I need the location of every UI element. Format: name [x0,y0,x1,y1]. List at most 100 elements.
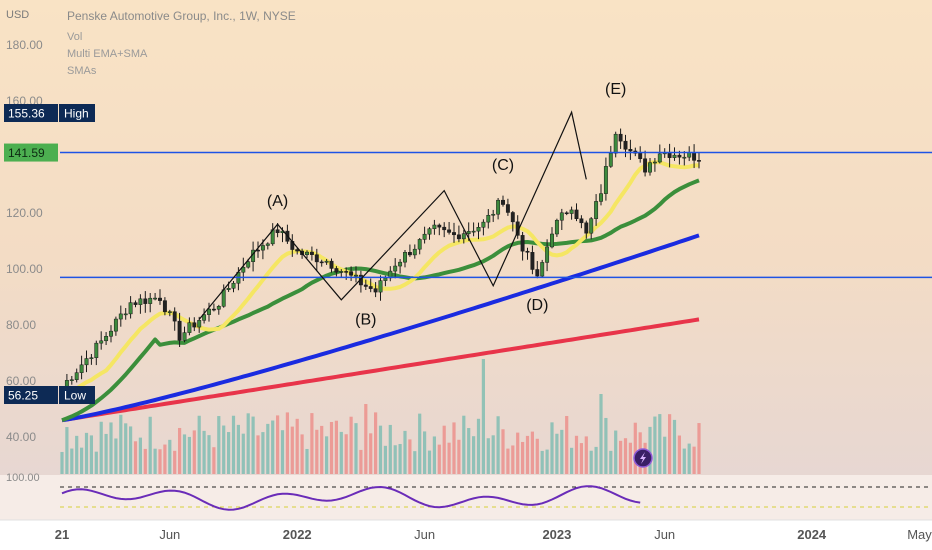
candle-body [324,260,329,263]
candle-body [74,372,79,380]
candle-body [432,224,437,230]
candle-body [138,298,143,305]
volume-bar [609,450,613,474]
candle-body [422,233,427,240]
candle-body [471,230,476,233]
candle-body [113,318,118,332]
candle-body [265,243,270,246]
volume-bar [280,430,285,474]
candle-body [211,308,216,311]
volume-bar [496,416,500,474]
candle-body [530,252,535,270]
candle-body [461,233,466,240]
candle-body [363,284,368,287]
low-tag-label: Low [64,389,86,403]
candle-body [638,153,643,160]
volume-bar [124,423,128,474]
x-tick-label: Jun [414,527,435,542]
volume-bar [697,423,701,474]
volume-bar [227,432,231,474]
candle-body [599,193,603,202]
indicator-smas[interactable]: SMAs [67,65,97,77]
volume-bar [276,415,280,474]
volume-bar [555,433,559,474]
candle-body [613,133,618,154]
volume-bar [261,432,265,474]
candle-body [143,298,148,304]
volume-bar [231,415,236,474]
candle-body [550,233,554,248]
candle-body [378,280,383,293]
x-tick-label: 2024 [797,527,827,542]
volume-bar [408,439,412,474]
candle-body [692,152,697,161]
volume-bar [354,423,358,474]
candle-body [344,271,349,273]
candle-body [314,254,319,263]
low-tag-value: 56.25 [8,389,38,403]
indicator-multi-ema-sma[interactable]: Multi EMA+SMA [67,48,148,60]
volume-bar [339,431,343,474]
volume-bar [99,421,103,474]
volume-bar [540,450,544,474]
candle-body [417,239,422,250]
volume-bar [589,450,593,474]
sma-blue-line [61,233,700,423]
volume-bar [285,412,289,474]
low-tag-box [4,386,58,404]
x-tick-label: 2023 [542,527,571,542]
volume-bar [89,435,93,474]
candle-body [148,297,153,304]
x-tick-label: 21 [55,527,69,542]
chart-background [0,0,932,475]
candle-body [64,380,69,387]
candle-body [603,166,608,194]
volume-bar [447,442,451,474]
volume-bar [374,412,378,474]
candle-body [501,199,505,205]
candle-body [202,314,207,321]
volume-bar [501,429,505,474]
x-tick-label: May [907,527,932,542]
volume-bar [677,435,681,474]
candle-body [133,302,138,305]
candle-body [569,209,574,214]
wave-label: (B) [355,312,376,329]
volume-bar [668,414,672,474]
volume-bar [393,445,397,474]
volume-bar [271,420,275,474]
candle-body [84,358,89,366]
candle-body [623,140,628,150]
volume-bar [653,416,657,474]
volume-bar [305,448,309,474]
candle-body [187,322,192,333]
time-axis-background [0,520,932,550]
candle-body [437,224,442,228]
flash-icon [640,452,646,464]
candle-body [412,248,417,256]
volume-bar [75,435,79,474]
x-tick-label: Jun [159,527,180,542]
candle-body [260,245,265,251]
volume-bar [133,441,138,474]
candle-body [334,268,339,273]
volume-bar [442,425,446,474]
candle-body [182,332,187,341]
indicator-vol[interactable]: Vol [67,31,83,43]
candle-body [447,229,452,233]
volume-bar [158,449,162,474]
last-price-tag-value: 141.59 [8,146,45,160]
candle-body [329,260,334,269]
volume-bar [672,419,677,474]
volume-bar [530,431,534,474]
candle-body [442,226,447,231]
candle-body [452,232,456,236]
volume-bar [398,443,402,474]
wave-label: (A) [267,193,288,210]
volume-bar [633,422,637,474]
volume-bar [383,445,387,474]
volume-bar [658,414,662,474]
volume-bar [574,435,579,474]
oscillator-background [0,475,932,520]
